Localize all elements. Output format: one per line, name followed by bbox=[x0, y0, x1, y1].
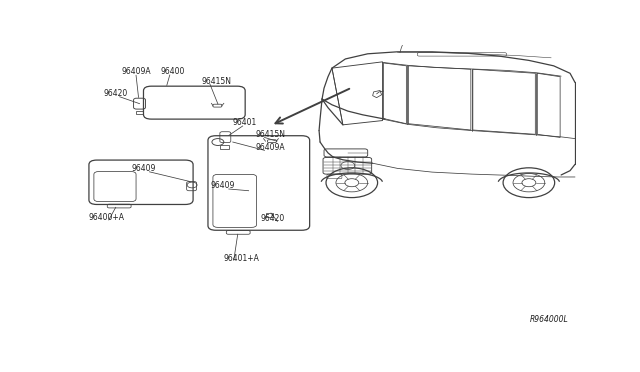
Text: 96420: 96420 bbox=[104, 89, 128, 98]
Text: 96400: 96400 bbox=[161, 67, 185, 76]
Text: 96409A: 96409A bbox=[255, 143, 285, 152]
Text: 96401: 96401 bbox=[233, 118, 257, 128]
Text: 96401+A: 96401+A bbox=[224, 254, 260, 263]
Text: 96409: 96409 bbox=[132, 164, 156, 173]
Text: 96415N: 96415N bbox=[202, 77, 232, 86]
Text: 96420: 96420 bbox=[260, 214, 285, 223]
Text: 96415N: 96415N bbox=[255, 130, 285, 139]
Text: 96409: 96409 bbox=[211, 182, 236, 190]
Text: 96409A: 96409A bbox=[121, 67, 151, 76]
Text: R964000L: R964000L bbox=[530, 315, 568, 324]
Text: 96400+A: 96400+A bbox=[89, 213, 125, 222]
